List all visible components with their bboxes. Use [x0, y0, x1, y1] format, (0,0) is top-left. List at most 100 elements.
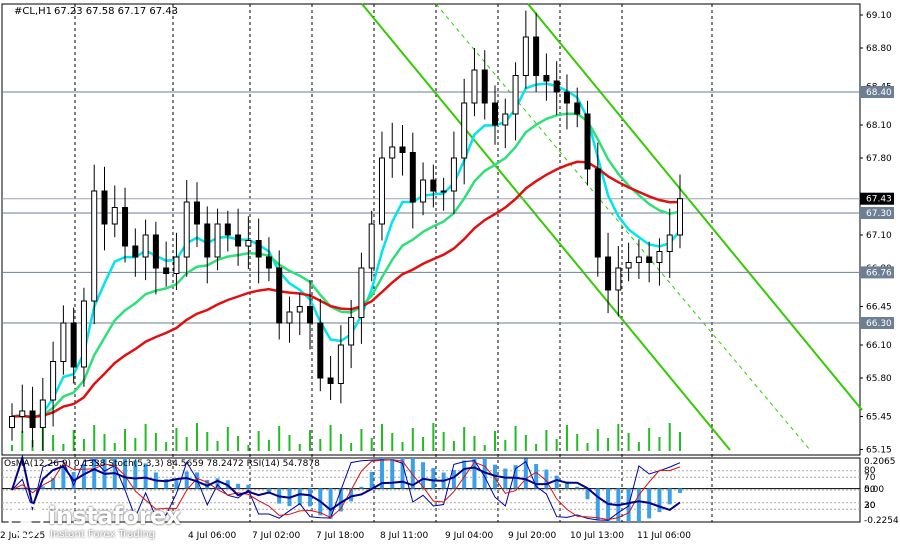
- osma-bar: [81, 463, 86, 489]
- candle-body: [584, 113, 591, 170]
- osma-bar: [554, 475, 559, 489]
- volume-bar: [576, 434, 579, 451]
- osma-bar: [585, 488, 590, 500]
- ema-mid-line: [11, 112, 681, 419]
- candle-body: [163, 267, 170, 274]
- candle-body: [666, 234, 673, 252]
- volume-bar: [668, 423, 671, 451]
- osma-bar: [472, 458, 477, 489]
- osma-bar: [174, 480, 179, 489]
- volume-bar: [11, 445, 13, 451]
- volume-bar: [93, 425, 96, 451]
- osma-bar: [133, 460, 138, 489]
- candle-body: [183, 201, 190, 258]
- candle-body: [235, 234, 242, 247]
- indicator-tick-label: 0.00: [864, 485, 884, 495]
- volume-bar: [504, 440, 507, 451]
- osma-bar: [523, 458, 528, 489]
- osma-bar: [40, 486, 45, 489]
- osma-bar: [379, 458, 384, 489]
- watermark-slogan: Instant Forex Trading: [50, 529, 156, 540]
- candle-body: [615, 267, 622, 291]
- candle-body: [635, 256, 642, 263]
- candle-body: [502, 113, 509, 126]
- indicator-header: OsMA(12,26,9) 0.1338 Stoch(5,3,3) 84.565…: [4, 459, 320, 469]
- candle-body: [440, 190, 447, 193]
- candle-body: [214, 223, 221, 258]
- candle-body: [173, 256, 180, 274]
- volume-bar: [432, 423, 435, 451]
- candle-body: [224, 223, 231, 236]
- candle-body: [625, 262, 632, 269]
- candle-body: [60, 322, 67, 362]
- volume-bar: [514, 426, 517, 451]
- candle-body: [533, 36, 540, 76]
- candle-body: [553, 80, 560, 93]
- rsi-line: [11, 454, 681, 512]
- volume-bar: [144, 424, 147, 451]
- osma-bar: [308, 488, 313, 507]
- indicator-tick-label: 80: [864, 466, 876, 476]
- osma-bar: [143, 463, 148, 489]
- volume-bar: [535, 444, 538, 451]
- y-tick-label: 65.45: [866, 413, 892, 423]
- indicator-tick-label: 50: [864, 485, 876, 495]
- candle-body: [450, 157, 457, 192]
- osma-bar: [575, 486, 580, 489]
- osma-bar: [215, 478, 220, 489]
- candle-body: [461, 102, 468, 159]
- osma-bar: [678, 488, 682, 494]
- y-tick-label: 65.80: [866, 374, 892, 384]
- osma-bar: [61, 467, 66, 489]
- volume-bar: [82, 439, 85, 451]
- candle-body: [9, 416, 15, 428]
- osma-bar: [564, 481, 569, 489]
- volume-bar: [411, 428, 414, 451]
- osma-bar: [421, 462, 426, 489]
- osma-bar: [636, 488, 641, 522]
- indicator-tick-label: 30: [864, 501, 876, 511]
- candle-body: [204, 223, 211, 258]
- chart-header-symbol: #CL,H1: [14, 6, 52, 17]
- volume-bar: [298, 444, 301, 451]
- volume-bar: [175, 428, 178, 451]
- volume-bar: [637, 442, 640, 451]
- price-tag-bg: [860, 86, 894, 98]
- y-tick-label: 65.15: [866, 446, 892, 456]
- chart-grid: [1, 3, 861, 523]
- candle-body: [317, 322, 324, 379]
- candle-body: [605, 256, 612, 291]
- candle-body: [563, 91, 570, 104]
- osma-bar: [246, 484, 251, 489]
- candle-body: [19, 410, 26, 417]
- osma-bar: [123, 458, 128, 489]
- candle-body: [152, 234, 159, 269]
- osma-bar: [369, 471, 374, 489]
- volume-bar: [52, 435, 55, 451]
- x-tick-label: 9 Jul 04:00: [445, 531, 494, 541]
- volume-bar: [555, 439, 558, 451]
- candle-body: [594, 168, 601, 258]
- osma-bar: [20, 487, 25, 489]
- volume-bar: [165, 442, 168, 451]
- volume-bar: [679, 432, 681, 451]
- trend-channel-line: [527, 3, 863, 411]
- volume-bar: [309, 430, 312, 451]
- volume-bar: [401, 442, 404, 451]
- trend-channel-lines: [361, 3, 863, 451]
- candle-body: [399, 146, 406, 153]
- candle-body: [574, 102, 581, 115]
- volume-bar: [473, 436, 476, 451]
- y-tick-label: 68.10: [866, 121, 892, 131]
- osma-bar: [451, 470, 456, 489]
- price-tag: 68.40: [866, 88, 892, 98]
- volume-bar: [442, 432, 445, 451]
- main-plot-frame: [1, 3, 861, 456]
- x-tick-label: 7 Jul 02:00: [252, 531, 301, 541]
- candle-body: [193, 201, 200, 225]
- volume-bar: [380, 424, 383, 451]
- candle-body: [409, 152, 416, 203]
- trend-channel-line: [361, 3, 731, 451]
- volume-bar: [350, 443, 353, 451]
